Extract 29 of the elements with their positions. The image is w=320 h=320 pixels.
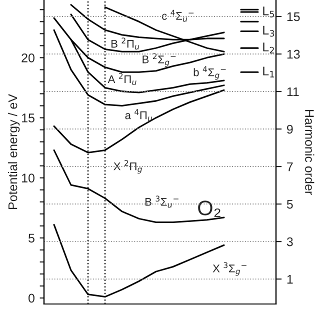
series-label: B $^{2}$Σ$_{g}$$^{−}$ [142, 53, 176, 67]
y-axis-title: Potential energy / eV [8, 94, 20, 209]
series-label: B $^{3}$Σ$_{u}$$^{−}$ [145, 196, 178, 208]
series-label: L$_{1}$ [263, 66, 274, 78]
series-label: A $^{2}$Π$_{u}$ [108, 73, 136, 85]
y2-tick-label: 15 [287, 12, 300, 22]
annotation: O₂ [198, 200, 220, 217]
series-label: b $^{4}$Σ$_{g}$$^{−}$ [194, 66, 226, 80]
y-tick-label: 10 [22, 174, 34, 182]
y-tick-label: 0 [28, 294, 34, 303]
y2-tick-label: 1 [287, 274, 293, 284]
y2-axis-title: Harmonic order [305, 110, 314, 195]
y-tick-label: 20 [22, 53, 34, 62]
y2-tick-label: 9 [287, 124, 293, 134]
y2-tick-label: 5 [286, 200, 293, 209]
series-label: L$_{5}$ [263, 6, 274, 18]
series-label: L$_{2}$ [263, 42, 274, 54]
y2-tick-label: 7 [287, 162, 293, 172]
y-tick-label: 5 [28, 234, 34, 243]
y2-tick-label: 11 [287, 87, 299, 96]
series-label: L$_{3}$ [263, 26, 274, 37]
series-label: c $^{4}$Σ$_{u}$$^{−}$ [162, 10, 194, 22]
y2-tick-label: 13 [287, 50, 300, 59]
y-tick-label: 15 [22, 114, 34, 122]
series-label: a $^{4}$Π$_{u}$ [125, 109, 152, 122]
series-label: B $^{2}$Π$_{u}$ [111, 38, 140, 50]
series-label: X $^{3}$Σ$_{g}$$^{−}$ [212, 262, 246, 276]
y2-tick-label: 3 [286, 237, 293, 246]
series-label: X $^{2}$Π$_{g}$ [114, 160, 142, 174]
